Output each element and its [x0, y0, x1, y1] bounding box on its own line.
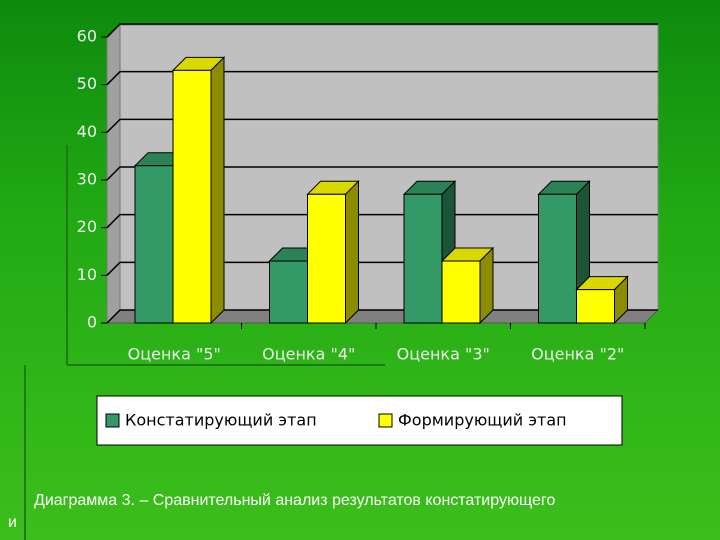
- grid-line: [106, 118, 658, 133]
- bar: [269, 260, 308, 324]
- bar-side: [479, 246, 494, 325]
- grid-line: [106, 23, 658, 38]
- grid-line: [106, 70, 658, 86]
- bar: [576, 289, 615, 324]
- legend-swatch: [378, 413, 393, 428]
- x-tick-label: Оценка "2": [531, 345, 624, 364]
- bar: [538, 193, 577, 324]
- y-tick-label: 20: [77, 217, 97, 236]
- legend-label: Формирующий этап: [398, 411, 567, 430]
- bar-group: [575, 275, 629, 325]
- bar-group: [440, 246, 495, 325]
- y-tick-label: 10: [77, 265, 97, 284]
- y-tick-label: 0: [87, 313, 97, 332]
- y-tick-label: 60: [77, 27, 97, 46]
- bar-group: [306, 180, 360, 325]
- y-tick-label: 40: [77, 122, 97, 141]
- y-tick-label: 30: [77, 170, 97, 189]
- bar-side: [210, 56, 225, 325]
- bar: [307, 193, 346, 324]
- y-tick-label: 50: [77, 74, 97, 93]
- bar-group: [171, 56, 226, 325]
- x-tick-label: Оценка "5": [128, 345, 221, 364]
- legend-label: Констатирующий этап: [125, 411, 317, 430]
- caption: Диаграмма 3. – Сравнительный анализ резу…: [8, 492, 556, 531]
- x-tick-label: Оценка "4": [262, 345, 355, 364]
- bar: [134, 165, 174, 324]
- bar: [441, 260, 481, 324]
- legend-swatch: [105, 413, 120, 428]
- x-tick-label: Оценка "3": [397, 345, 490, 364]
- grid-line: [106, 213, 658, 229]
- legend: [96, 395, 623, 446]
- bar: [403, 193, 443, 324]
- grid-line: [106, 166, 658, 181]
- bar-side: [345, 180, 359, 325]
- bar: [172, 69, 212, 324]
